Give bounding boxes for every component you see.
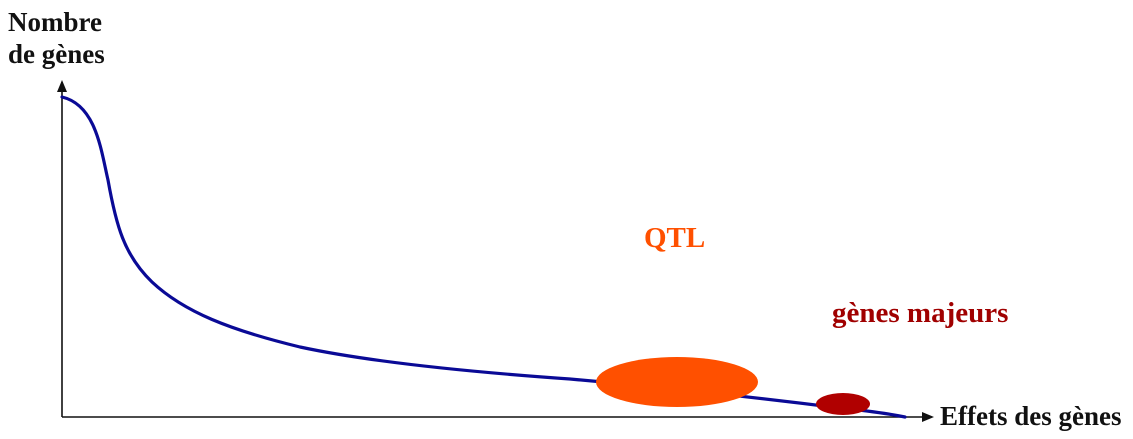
y-axis-label: Nombre de gènes — [8, 6, 168, 70]
x-axis-label: Effets des gènes — [940, 401, 1122, 431]
y-axis-label-line1: Nombre — [8, 7, 102, 37]
qtl-ellipse — [596, 357, 758, 407]
major-genes-label: gènes majeurs — [832, 297, 1009, 329]
qtl-label: QTL — [644, 222, 706, 254]
y-axis-label-line2: de gènes — [8, 39, 105, 69]
major-genes-ellipse — [816, 393, 870, 415]
gene-effect-distribution-curve — [60, 95, 907, 419]
